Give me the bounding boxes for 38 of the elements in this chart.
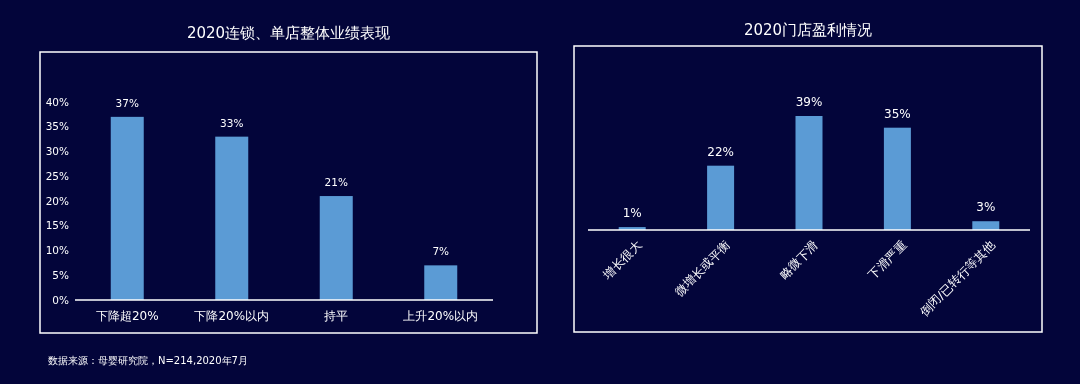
y-tick-label: 30%	[45, 145, 70, 158]
y-tick-label: 40%	[45, 95, 70, 108]
y-tick-label: 25%	[45, 169, 70, 182]
data-label: 35%	[884, 106, 911, 121]
bar	[110, 116, 144, 300]
data-label: 7%	[432, 245, 450, 258]
bar	[883, 127, 911, 230]
data-label: 39%	[795, 95, 823, 109]
y-tick-label: 15%	[45, 219, 70, 232]
bar	[319, 196, 353, 300]
source-note: 数据来源：母婴研究院，N=214,2020年7月	[48, 355, 248, 366]
x-tick-label: 下滑严重	[865, 238, 910, 282]
x-tick-label: 略微下滑	[777, 238, 822, 282]
x-tick-label: 增长很大	[599, 238, 645, 283]
y-tick-label: 10%	[45, 244, 70, 257]
data-label: 3%	[976, 200, 996, 215]
bar	[972, 221, 1000, 230]
x-tick-label: 下降超20%	[95, 309, 159, 323]
data-label: 21%	[324, 176, 348, 189]
bar	[424, 265, 458, 300]
data-label: 1%	[622, 206, 642, 221]
y-tick-label: 20%	[45, 194, 70, 207]
chart-title: 2020门店盈利情况	[743, 21, 873, 39]
y-tick-label: 5%	[52, 268, 70, 281]
data-label: 33%	[220, 116, 244, 129]
bar	[707, 165, 735, 230]
x-tick-label: 下降20%以内	[194, 309, 270, 323]
x-tick-label: 微增长或平衡	[671, 238, 733, 299]
y-tick-label: 0%	[52, 293, 70, 306]
bar	[795, 116, 823, 230]
y-tick-label: 35%	[45, 120, 70, 133]
bar	[215, 136, 249, 300]
x-tick-label: 倒闭/已转行等其他	[917, 238, 998, 319]
chart-title: 2020连锁、单店整体业绩表现	[186, 24, 391, 42]
x-tick-label: 持平	[324, 309, 349, 323]
data-label: 37%	[115, 96, 139, 109]
x-tick-label: 上升20%以内	[403, 309, 479, 323]
data-label: 22%	[707, 144, 734, 159]
